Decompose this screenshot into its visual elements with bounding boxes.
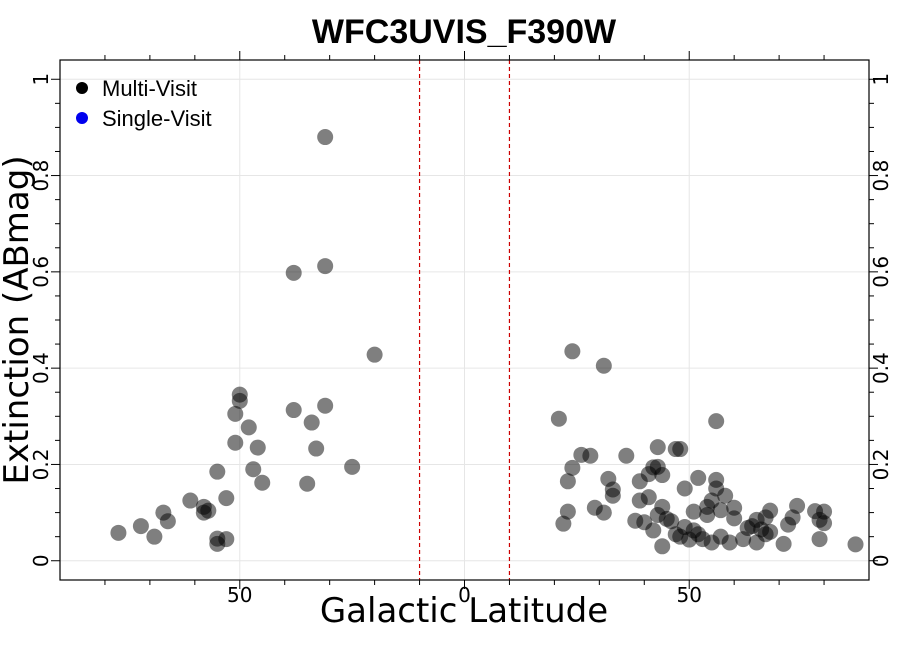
- data-point: [649, 439, 666, 456]
- data-point: [159, 513, 176, 530]
- data-point: [209, 463, 226, 480]
- y-tick-label-left: 0: [29, 554, 53, 567]
- grid: [60, 60, 869, 580]
- y-tick-label-left: 0.8: [29, 160, 53, 192]
- data-point: [721, 534, 738, 551]
- data-point: [218, 531, 235, 548]
- y-tick-label-right: 0: [869, 554, 893, 567]
- data-point: [146, 528, 163, 545]
- data-point: [317, 129, 334, 146]
- data-point: [645, 522, 662, 539]
- data-point: [654, 467, 671, 484]
- y-tick-label-left: 0.2: [29, 449, 53, 481]
- y-tick-label-right: 0.2: [869, 449, 893, 481]
- data-point: [816, 515, 833, 532]
- data-point: [285, 264, 302, 281]
- legend-marker: [76, 112, 88, 124]
- data-point: [672, 441, 689, 458]
- data-point: [775, 535, 792, 552]
- data-point: [555, 515, 572, 532]
- y-tick-label-right: 0.6: [869, 256, 893, 288]
- data-point: [685, 503, 702, 520]
- data-point: [303, 414, 320, 431]
- data-point: [762, 523, 779, 540]
- data-point: [595, 504, 612, 521]
- data-point: [847, 536, 864, 553]
- data-point: [317, 397, 334, 414]
- data-point: [640, 489, 657, 506]
- data-point: [564, 343, 581, 360]
- legend-label: Multi-Visit: [102, 76, 197, 101]
- y-tick-label-right: 1: [869, 73, 893, 86]
- data-point: [654, 498, 671, 515]
- data-point: [227, 405, 244, 422]
- data-point: [344, 458, 361, 475]
- reference-lines: [418, 60, 511, 580]
- data-point: [200, 502, 217, 519]
- legend-label: Single-Visit: [102, 106, 212, 131]
- data-point: [559, 473, 576, 490]
- y-tick-label-left: 0.4: [29, 352, 53, 384]
- legend-marker: [76, 82, 88, 94]
- data-point: [182, 492, 199, 509]
- data-point: [654, 538, 671, 555]
- data-point: [366, 346, 383, 363]
- data-point: [218, 490, 235, 507]
- axis-ticks: 50 0 50 0 0 0.2 0.2 0.4 0.4 0.6 0.6 0.8 0.8 1 1: [29, 51, 893, 607]
- data-point: [582, 447, 599, 464]
- data-point: [762, 502, 779, 519]
- data-point: [618, 447, 635, 464]
- data-point: [564, 459, 581, 476]
- chart-title: WFC3UVIS_F390W: [312, 13, 617, 51]
- data-point: [254, 474, 271, 491]
- data-point: [663, 513, 680, 530]
- data-point: [110, 524, 127, 541]
- data-point: [299, 475, 316, 492]
- data-point: [726, 499, 743, 516]
- data-point: [249, 439, 266, 456]
- data-point: [285, 402, 302, 419]
- data-point: [550, 410, 567, 427]
- data-point: [690, 469, 707, 486]
- data-point: [717, 487, 734, 504]
- data-point: [708, 413, 725, 430]
- data-point: [308, 440, 325, 457]
- data-point: [816, 503, 833, 520]
- data-point: [604, 481, 621, 498]
- y-tick-label-right: 0.8: [869, 160, 893, 192]
- data-point: [699, 507, 716, 523]
- data-point: [240, 419, 257, 436]
- y-tick-label-left: 1: [29, 73, 53, 86]
- data-point: [708, 471, 725, 488]
- data-point: [317, 258, 334, 275]
- x-tick-label: 0: [458, 583, 471, 607]
- data-point: [227, 434, 244, 451]
- y-tick-label-left: 0.6: [29, 256, 53, 288]
- y-tick-label-right: 0.4: [869, 352, 893, 384]
- x-tick-label: 50: [227, 583, 252, 607]
- data-point: [676, 480, 693, 497]
- data-point: [789, 497, 806, 514]
- y-axis-label: Extinction (ABmag): [0, 155, 37, 484]
- data-point: [245, 461, 262, 478]
- data-point: [132, 518, 149, 535]
- data-point: [231, 386, 248, 403]
- x-axis-label: Galactic Latitude: [320, 591, 608, 631]
- data-points: [110, 129, 864, 555]
- x-tick-label: 50: [676, 583, 701, 607]
- data-point: [595, 357, 612, 374]
- data-point: [559, 503, 576, 520]
- legend: Multi-Visit Single-Visit: [76, 76, 212, 131]
- data-point: [811, 531, 828, 548]
- data-point: [712, 502, 729, 519]
